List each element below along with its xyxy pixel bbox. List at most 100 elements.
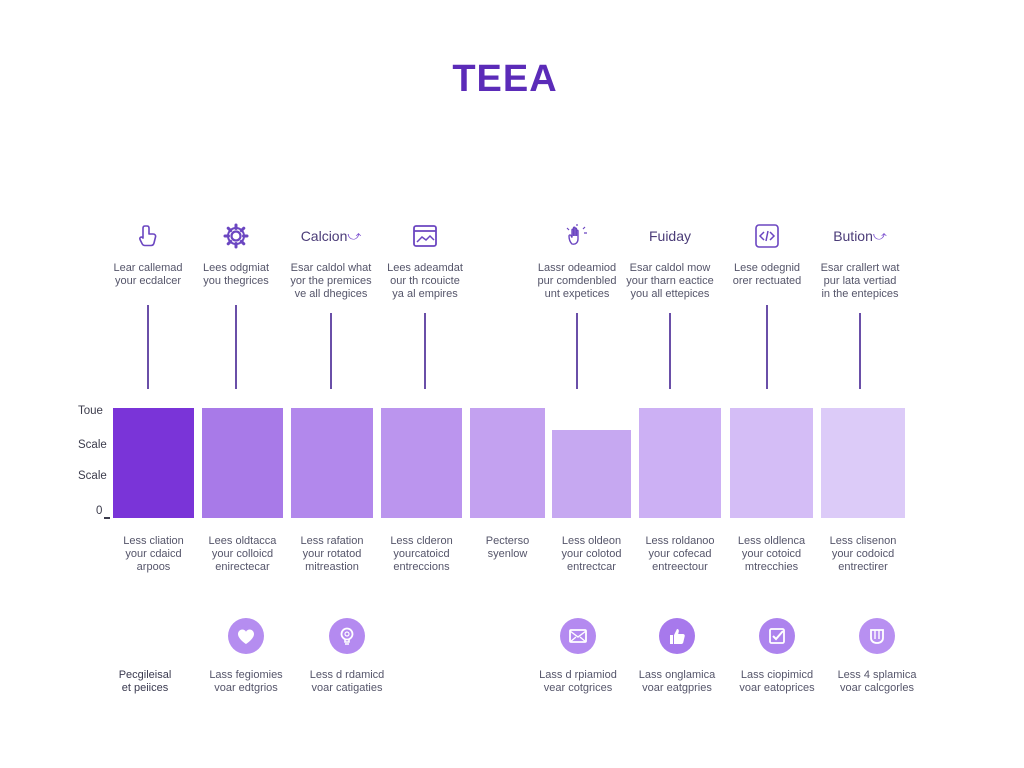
annotation-line: pur lata vertiad	[823, 275, 897, 287]
category-line: your codoicd	[831, 548, 895, 560]
annotation-text: Esar caldol what yor the premices ve all d…	[275, 262, 387, 301]
footer-line: voar catigaties	[311, 682, 383, 694]
annotation-text: Lassr odeamiod pur comdenbled unt expetice…	[521, 262, 633, 301]
x-category-label: Less clderon yourcatoicd entreccions	[367, 535, 477, 574]
annotation-text: Lees adeamdat our th rcouicte ya al empire…	[369, 262, 481, 301]
top-annotation: Lees odgmiat you thegrices	[180, 218, 292, 288]
icon-word: Bution	[833, 228, 873, 244]
category-line: syenlow	[487, 548, 528, 560]
page-title: TEEA	[452, 58, 558, 100]
category-line: Lees oldtacca	[208, 535, 277, 547]
category-line: your cotoicd	[741, 548, 802, 560]
top-annotation: Lees adeamdat our th rcouicte ya al empire…	[369, 218, 481, 301]
footer-line: Lass d rpiamiod	[539, 669, 617, 681]
x-category-label: Less oldlenca your cotoicd mtrecchies	[717, 535, 827, 574]
annotation-line: unt expetices	[544, 288, 610, 300]
footer-line: voar eatgpries	[642, 682, 712, 694]
cup-icon	[859, 618, 895, 654]
category-line: entrectcar	[567, 561, 616, 573]
hand-pointer-icon	[92, 218, 204, 254]
category-line: your cdaicd	[125, 548, 182, 560]
connector-line	[147, 305, 149, 389]
connector-line	[424, 313, 426, 389]
annotation-line: you all ettepices	[630, 288, 710, 300]
category-line: Less cliation	[123, 535, 184, 547]
category-line: Less roldanoo	[645, 535, 715, 547]
curved-arrow-icon: ⤻	[347, 228, 362, 243]
footer-line: Lass onglamica	[638, 669, 716, 681]
x-category-label: Less rafation your rotatod mitreastion	[277, 535, 387, 574]
top-annotation: Fuiday Esar caldol mow your tharn eactice y…	[614, 218, 726, 301]
category-line: yourcatoicd	[393, 548, 450, 560]
footer-line: Lass ciopimicd	[740, 669, 814, 681]
category-line: mtrecchies	[744, 561, 799, 573]
category-line: your colotod	[561, 548, 622, 560]
lightbulb-icon	[329, 618, 365, 654]
annotation-line: Lear callemad	[113, 262, 183, 274]
footer-line: voar calcgorles	[840, 682, 914, 694]
category-line: your cofecad	[648, 548, 712, 560]
gear-icon	[180, 218, 292, 254]
top-annotation: Lese odegnid orer rectuated	[711, 218, 823, 288]
annotation-line: Esar crallert wat	[820, 262, 900, 274]
y-tick-label: Toue	[78, 405, 103, 417]
x-category-label: Less cliation your cdaicd arpoos	[99, 535, 209, 574]
annotation-text: Lees odgmiat you thegrices	[180, 262, 292, 288]
bar	[202, 408, 283, 518]
footer-annotation: Lass d rpiamiod vear cotgrices	[513, 669, 643, 695]
code-box-icon	[711, 218, 823, 254]
annotation-line: our th rcouicte	[390, 275, 460, 287]
category-line: mitreastion	[305, 561, 359, 573]
annotation-line: yor the premices	[290, 275, 372, 287]
bar	[639, 408, 721, 518]
footer-line: Pecgileisal	[118, 669, 172, 681]
category-line: enirectecar	[215, 561, 270, 573]
annotation-line: Lese odegnid	[733, 262, 801, 274]
category-line: Less oldlenca	[737, 535, 806, 547]
x-category-label: Less clisenon your codoicd entrectirer	[808, 535, 918, 574]
annotation-line: your ecdalcer	[114, 275, 182, 287]
annotation-line: orer rectuated	[732, 275, 802, 287]
category-line: your rotatod	[302, 548, 362, 560]
category-line: your colloicd	[211, 548, 274, 560]
annotation-line: your tharn eactice	[626, 275, 714, 287]
top-annotation: Calcion ⤻ Esar caldol what yor the premice…	[275, 218, 387, 301]
footer-annotation: Pecgileisal et peiices	[80, 669, 210, 695]
icon-word: Calcion	[300, 228, 348, 244]
bar	[291, 408, 373, 518]
thumbs-up-icon	[659, 618, 695, 654]
footer-line: vear cotgrices	[543, 682, 613, 694]
annotation-text: Esar caldol mow your tharn eactice you all…	[614, 262, 726, 301]
bar	[552, 430, 631, 518]
connector-line	[330, 313, 332, 389]
category-line: Less clderon	[390, 535, 453, 547]
top-annotation: Lear callemad your ecdalcer	[92, 218, 204, 288]
bar	[730, 408, 813, 518]
x-category-label: Less oldeon your colotod entrectcar	[537, 535, 647, 574]
annotation-line: you thegrices	[203, 275, 269, 287]
icon-word: Fuiday	[648, 228, 692, 244]
category-line: Pecterso	[485, 535, 530, 547]
annotation-text: Lese odegnid orer rectuated	[711, 262, 823, 288]
annotation-line: ve all dhegices	[294, 288, 368, 300]
annotation-line: Lees odgmiat	[202, 262, 270, 274]
annotation-line: Lassr odeamiod	[537, 262, 617, 274]
footer-annotation: Lass ciopimicd voar eatoprices	[712, 669, 842, 695]
annotation-line: Esar caldol what	[290, 262, 372, 274]
checkmark-box-icon	[759, 618, 795, 654]
connector-line	[669, 313, 671, 389]
annotation-line: Esar caldol mow	[629, 262, 711, 274]
top-annotation: Lassr odeamiod pur comdenbled unt expetice…	[521, 218, 633, 301]
annotation-line: in the entepices	[821, 288, 899, 300]
connector-line	[576, 313, 578, 389]
category-line: Less rafation	[300, 535, 364, 547]
bar	[113, 408, 194, 518]
zero-tick	[104, 517, 110, 519]
x-category-label: Pecterso syenlow	[453, 535, 563, 561]
category-line: entrectirer	[838, 561, 888, 573]
y-tick-label: Scale	[78, 470, 107, 482]
y-tick-label: Scale	[78, 439, 107, 451]
bar	[821, 408, 905, 518]
category-line: Less clisenon	[829, 535, 897, 547]
y-tick-label: 0	[96, 505, 103, 517]
